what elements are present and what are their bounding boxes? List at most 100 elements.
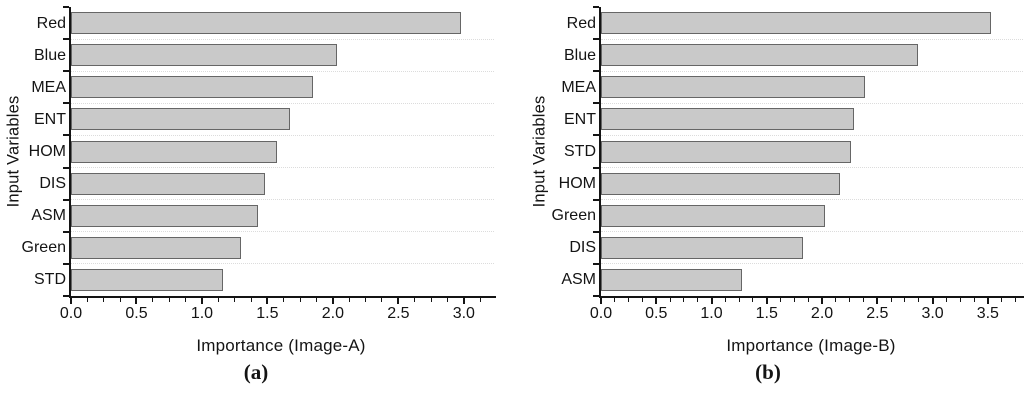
x-axis-minor-tick xyxy=(697,298,699,302)
bar-hom xyxy=(601,172,840,195)
x-axis-major-tick xyxy=(135,298,138,304)
x-axis-major-tick xyxy=(931,298,934,304)
category-label: DIS xyxy=(569,239,596,257)
gridline xyxy=(601,199,1024,201)
bar-asm xyxy=(601,268,743,291)
x-axis-minor-tick xyxy=(365,298,367,302)
bar-chart-panel-a: Input Variables Red Blue MEA ENT HOM DIS ASM Gr… xyxy=(5,6,496,384)
gridline xyxy=(71,263,494,265)
bar-red xyxy=(71,12,462,35)
x-axis-minor-tick xyxy=(185,298,187,302)
x-axis-major-tick xyxy=(70,298,72,304)
y-axis-tick xyxy=(63,6,69,8)
bar-ent xyxy=(601,108,855,131)
x-axis-minor-tick xyxy=(849,298,851,302)
gridline xyxy=(71,38,494,40)
category-label: Green xyxy=(21,239,66,257)
y-axis-tick xyxy=(593,102,599,105)
category-label: ASM xyxy=(31,207,66,225)
x-axis-minor-tick xyxy=(835,298,837,302)
x-axis-minor-tick xyxy=(752,298,754,302)
x-axis-minor-tick xyxy=(430,298,432,302)
y-axis-tick xyxy=(593,295,599,297)
plot-area: Red Blue MEA ENT STD HOM Green DIS ASM 0.0 0.5 1.0 1… xyxy=(552,6,1024,322)
gridline xyxy=(601,231,1024,233)
x-axis-minor-tick xyxy=(904,298,906,302)
category-label: ENT xyxy=(34,110,66,128)
y-axis-tick xyxy=(63,38,69,41)
gridline xyxy=(601,102,1024,104)
gridline xyxy=(71,199,494,201)
x-axis-major-tick xyxy=(462,298,465,304)
x-axis-minor-tick xyxy=(724,298,726,302)
x-tick-label: 0.5 xyxy=(645,305,668,322)
y-axis-tick xyxy=(63,102,69,105)
bar-mea xyxy=(71,76,314,99)
x-axis-major-tick xyxy=(200,298,203,304)
x-axis-major-tick xyxy=(397,298,400,304)
gridline xyxy=(601,167,1024,169)
y-axis-tick xyxy=(593,262,599,265)
gridline xyxy=(601,70,1024,72)
category-label: Green xyxy=(551,207,596,225)
bar-green xyxy=(71,236,242,259)
x-axis-line xyxy=(599,296,1024,298)
x-tick-label: 2.5 xyxy=(387,305,410,322)
x-axis-minor-tick xyxy=(103,298,105,302)
x-tick-label: 3.5 xyxy=(976,305,999,322)
x-tick-label: 2.0 xyxy=(321,305,344,322)
x-tick-label: 1.5 xyxy=(256,305,279,322)
x-axis-minor-tick xyxy=(381,298,383,302)
x-axis-minor-tick xyxy=(945,298,947,302)
x-axis-minor-tick xyxy=(1001,298,1003,302)
x-axis-minor-tick xyxy=(414,298,416,302)
x-tick-label: 1.0 xyxy=(700,305,723,322)
category-label: HOM xyxy=(558,175,596,193)
x-axis-major-tick xyxy=(821,298,824,304)
x-axis-minor-tick xyxy=(918,298,920,302)
gridline xyxy=(601,134,1024,136)
x-axis-major-tick xyxy=(600,298,602,304)
gridline xyxy=(71,231,494,233)
x-axis-minor-tick xyxy=(959,298,961,302)
x-axis-minor-tick xyxy=(168,298,170,302)
x-tick-label: 1.0 xyxy=(190,305,214,322)
bar-blue xyxy=(601,44,919,67)
x-axis-major-tick xyxy=(710,298,713,304)
x-axis-minor-tick xyxy=(299,298,301,302)
y-axis-tick xyxy=(593,134,599,137)
x-axis-minor-tick xyxy=(641,298,643,302)
category-label: ENT xyxy=(564,110,596,128)
x-axis-minor-tick xyxy=(446,298,448,302)
y-axis-tick xyxy=(63,262,69,265)
y-axis-tick xyxy=(593,70,599,73)
category-label: DIS xyxy=(39,175,66,193)
x-axis-minor-tick xyxy=(316,298,317,302)
x-axis-minor-tick xyxy=(780,298,782,302)
category-label: MEA xyxy=(561,78,596,96)
x-axis-major-tick xyxy=(876,298,879,304)
x-axis-minor-tick xyxy=(973,298,975,302)
x-axis-minor-tick xyxy=(217,298,219,302)
x-axis-minor-tick xyxy=(119,298,121,302)
y-axis-tick xyxy=(593,6,599,8)
y-axis-line xyxy=(599,7,601,298)
x-axis-minor-tick xyxy=(250,298,252,302)
gridline xyxy=(71,102,494,104)
gridline xyxy=(71,167,494,169)
x-tick-label: 3.0 xyxy=(452,305,475,322)
y-axis-tick xyxy=(593,38,599,41)
x-axis-minor-tick xyxy=(479,298,481,302)
bar-asm xyxy=(71,204,259,227)
bar-green xyxy=(601,204,826,227)
x-axis-minor-tick xyxy=(738,298,740,302)
x-axis-label: Importance (Image-B) xyxy=(726,336,896,355)
bar-red xyxy=(601,12,992,35)
x-tick-label: 3.0 xyxy=(921,305,944,322)
x-axis-minor-tick xyxy=(863,298,864,302)
x-axis-minor-tick xyxy=(793,298,795,302)
x-axis-line xyxy=(69,296,496,298)
category-label: ASM xyxy=(561,271,596,289)
x-tick-label: 1.5 xyxy=(755,305,778,322)
